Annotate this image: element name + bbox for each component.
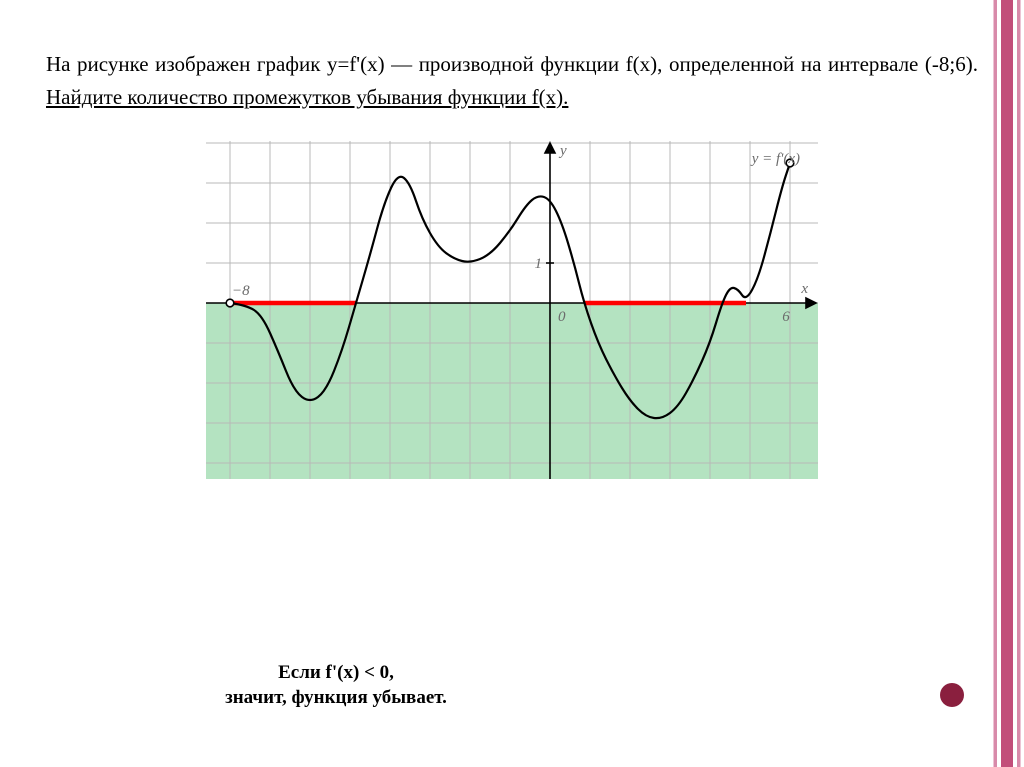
svg-text:y = f'(x): y = f'(x): [750, 151, 800, 167]
hint-line1: Если f'(x) < 0,: [186, 660, 486, 686]
hint-line2: значит, функция убывает.: [186, 685, 486, 711]
svg-text:0: 0: [558, 309, 566, 325]
slide: На рисунке изображен график y=f'(x) — пр…: [0, 0, 1024, 767]
svg-text:y: y: [558, 143, 567, 159]
right-stripe-decor: [990, 0, 1024, 767]
hint-text: Если f'(x) < 0, значит, функция убывает.: [186, 660, 486, 711]
derivative-chart: −8 6 1 0 x y y = f'(x): [206, 141, 818, 479]
decorative-dot-icon: [940, 683, 964, 707]
problem-line1: На рисунке изображен график y=f'(x) — пр…: [46, 52, 978, 76]
chart-svg: −8 6 1 0 x y y = f'(x): [206, 141, 818, 479]
problem-text: На рисунке изображен график y=f'(x) — пр…: [46, 48, 978, 113]
svg-text:x: x: [800, 281, 808, 297]
svg-text:−8: −8: [232, 283, 250, 299]
svg-text:1: 1: [535, 256, 543, 272]
svg-text:6: 6: [782, 309, 790, 325]
problem-task: Найдите количество промежутков убывания …: [46, 85, 568, 109]
